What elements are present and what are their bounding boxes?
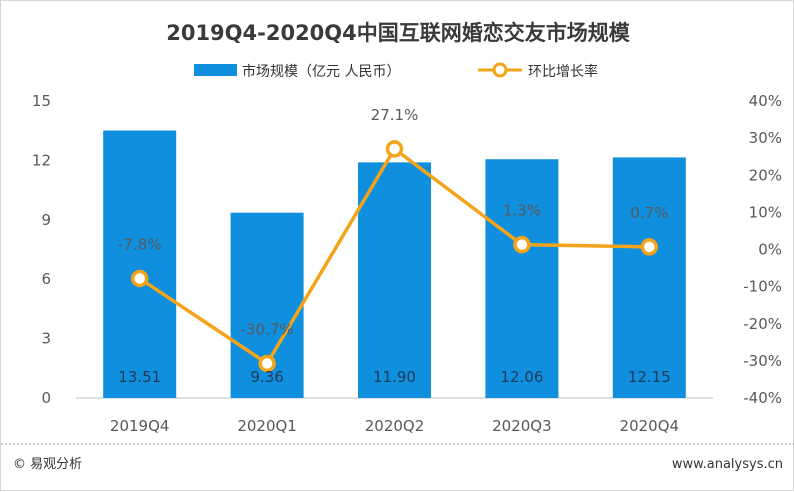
right-axis-tick-label: -20% [743,315,782,333]
data-labels: 13.51 9.36 11.90 12.06 12.15 -7.8% -30.7% 27.1%… [118,106,671,386]
left-axis-tick-label: 12 [32,151,51,169]
line-point [130,269,149,288]
line-point [640,238,659,256]
left-axis-tick-label: 0 [41,389,51,407]
growth-rate-label: -7.8% [118,235,162,253]
left-axis-tick-label: 15 [32,92,51,110]
footer-source: © 易观分析 [13,457,82,472]
left-axis-tick-label: 6 [41,270,51,288]
legend-line-label: 环比增长率 [528,63,598,80]
right-axis-tick-label: -30% [743,352,782,370]
x-axis-tick-label: 2020Q3 [492,417,552,435]
line-series [130,140,659,373]
growth-rate-label: 27.1% [371,106,419,124]
chart-title: 2019Q4-2020Q4中国互联网婚恋交友市场规模 [166,21,631,45]
left-axis-tick-label: 3 [41,330,51,348]
legend: 市场规模（亿元 人民币） 环比增长率 [194,62,598,80]
bar-value-label: 12.06 [500,368,543,386]
bar-value-label: 9.36 [250,368,283,386]
bar-value-label: 12.15 [628,368,671,386]
growth-rate-label: 0.7% [630,204,668,222]
left-axis-tick-label: 9 [41,211,51,229]
x-axis-tick-label: 2020Q4 [620,417,680,435]
bar [485,159,559,398]
legend-bar-swatch [194,64,237,76]
x-axis-tick-label: 2020Q2 [365,417,425,435]
right-axis-tick-label: 40% [749,92,782,110]
right-axis-tick-label: 20% [749,166,782,184]
right-axis-tick-label: -10% [743,278,782,296]
x-axis-tick-label: 2020Q1 [237,417,297,435]
line-point [385,140,404,158]
bar-value-label: 13.51 [118,368,161,386]
line-point [258,354,276,373]
x-axis-tick-label: 2019Q4 [110,417,170,435]
bar [358,162,431,398]
footer-url: www.analysys.cn [672,457,783,472]
bar [612,157,686,398]
bar-series [103,130,686,398]
growth-rate-label: -30.7% [241,320,294,338]
right-axis-tick-label: 0% [758,241,782,259]
bar [103,130,177,398]
right-axis-tick-label: 10% [749,203,782,221]
axes: 0 3 6 9 12 15 -40% -30% -20% -10% 0% 10% 20% 30% 40% 20… [32,92,782,435]
line-point [513,235,531,254]
bar-value-label: 11.90 [373,368,416,386]
growth-rate-label: 1.3% [503,202,541,220]
right-axis-tick-label: 30% [749,129,782,147]
legend-line-marker [492,62,508,78]
legend-bar-label: 市场规模（亿元 人民币） [242,63,400,80]
right-axis-tick-label: -40% [743,389,782,407]
